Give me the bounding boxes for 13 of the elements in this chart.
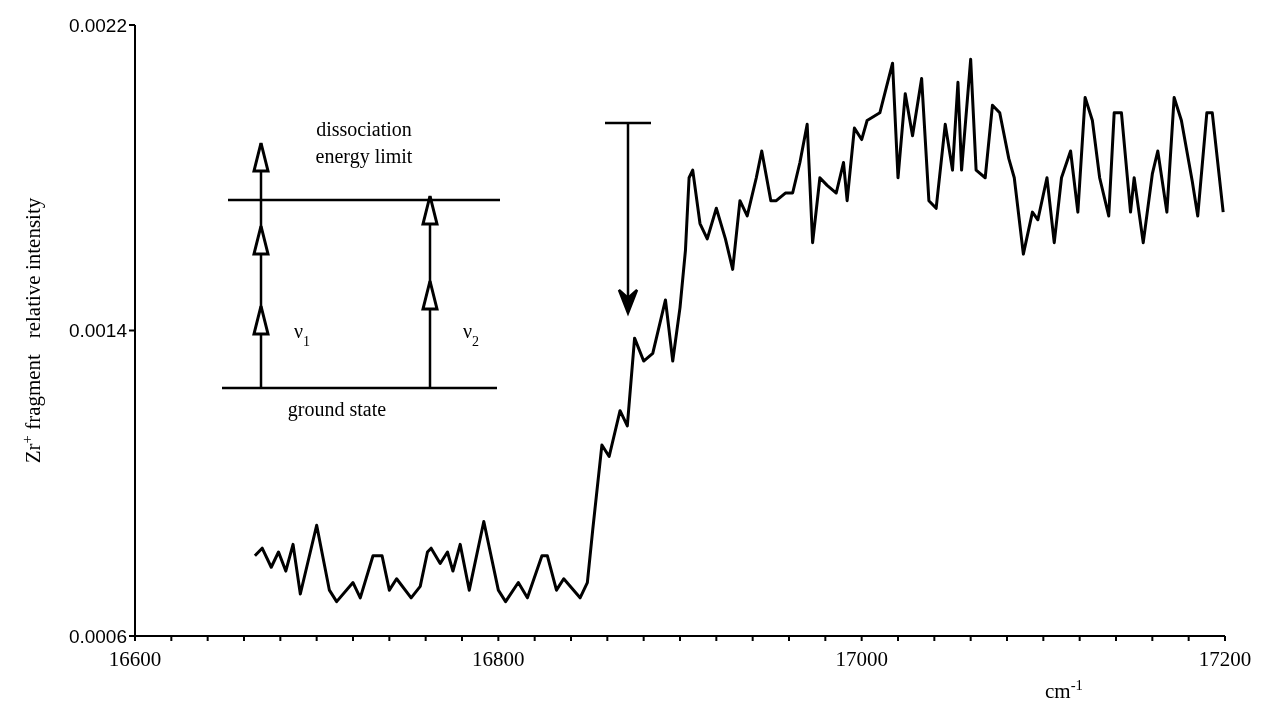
y-tick-label: 0.0022 xyxy=(68,14,127,36)
x-tick-label: 16800 xyxy=(472,646,525,671)
annotation: ν$_{2}$ xyxy=(463,320,480,349)
annotation: dissociation energy limit xyxy=(315,118,413,168)
x-axis-title: cm$^{-1}$ xyxy=(1045,677,1083,703)
y-tick-label: 0.0006 xyxy=(68,625,127,647)
y-tick-label: 0.0014 xyxy=(68,320,128,342)
line-series xyxy=(253,57,1225,604)
x-tick-label: 17000 xyxy=(835,646,888,671)
x-tick-label: 16600 xyxy=(108,646,162,671)
x-tick-label: 17200 xyxy=(1198,646,1252,671)
annotation: ground state xyxy=(287,398,387,421)
annotation: ν$_{1}$ xyxy=(294,320,311,349)
